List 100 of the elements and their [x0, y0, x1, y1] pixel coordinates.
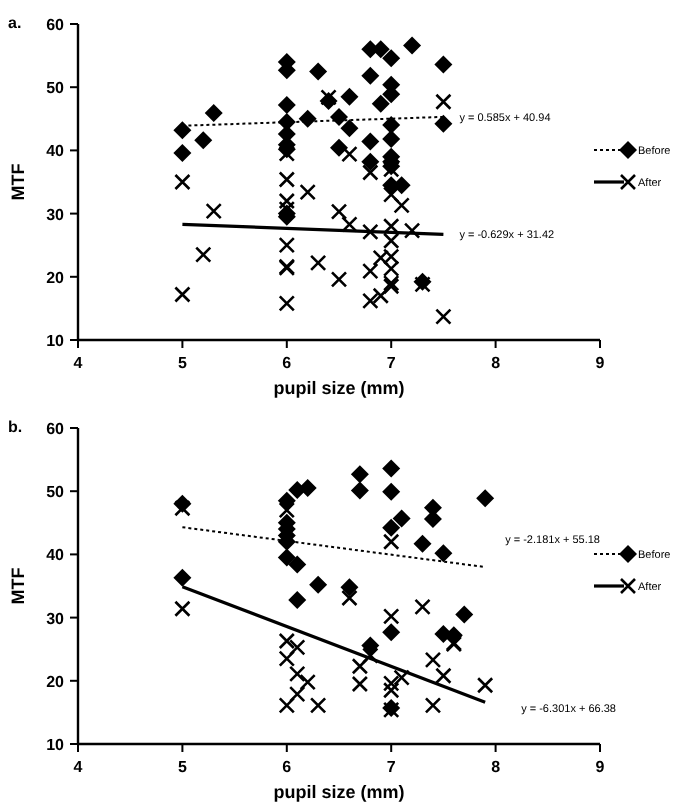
y-tick-label: 40: [46, 546, 66, 565]
point: [371, 94, 390, 113]
point: [340, 87, 359, 106]
x-axis-title: pupil size (mm): [273, 378, 405, 398]
point: [320, 89, 337, 106]
point: [414, 598, 431, 616]
point: [382, 675, 400, 692]
y-tick-label: 30: [46, 205, 66, 224]
point: [362, 223, 379, 241]
point: [204, 104, 223, 123]
point: [174, 499, 191, 517]
point: [278, 145, 296, 162]
y-tick-label: 60: [46, 16, 66, 34]
point: [278, 501, 296, 519]
point: [403, 36, 422, 55]
point: [351, 657, 369, 675]
point: [309, 697, 327, 714]
point: [205, 202, 223, 220]
point: [278, 171, 296, 188]
point: [382, 217, 400, 235]
point: [330, 138, 348, 157]
x-tick-label: 6: [282, 354, 293, 372]
x-tick-label: 4: [73, 354, 84, 372]
point: [278, 295, 296, 312]
y-tick-label: 30: [46, 609, 66, 628]
chart-title: b.: [8, 418, 23, 436]
y-tick-label: 50: [46, 79, 66, 98]
point: [362, 262, 379, 280]
point: [393, 197, 410, 214]
point: [350, 481, 369, 500]
point: [309, 575, 328, 594]
point: [435, 308, 452, 325]
x-tick-label: 7: [386, 758, 397, 776]
point: [382, 49, 401, 68]
point: [278, 236, 296, 254]
point: [382, 533, 400, 551]
point: [382, 681, 400, 699]
point: [361, 152, 380, 171]
y-tick-label: 40: [46, 142, 66, 161]
point: [173, 143, 192, 162]
point: [382, 232, 400, 250]
x-tick-label: 6: [282, 758, 293, 776]
x-tick-label: 4: [73, 758, 84, 776]
point: [174, 173, 191, 191]
y-axis-title: MTF: [8, 566, 28, 605]
point: [330, 107, 348, 126]
point: [278, 632, 296, 650]
x-tick-label: 7: [386, 354, 397, 372]
x-tick-label: 8: [491, 758, 502, 776]
point: [174, 286, 191, 303]
point: [351, 675, 369, 693]
point: [434, 544, 453, 563]
point: [434, 55, 453, 74]
y-tick-label: 60: [46, 420, 66, 438]
point: [278, 200, 296, 218]
point: [393, 669, 410, 686]
point: [298, 109, 317, 128]
point: [341, 145, 358, 163]
y-tick-label: 20: [46, 268, 66, 287]
point: [362, 164, 379, 181]
point: [361, 66, 380, 85]
point: [278, 697, 296, 714]
point: [382, 608, 400, 625]
point: [361, 132, 380, 151]
x-axis-title: pupil size (mm): [273, 782, 405, 802]
point: [382, 459, 401, 478]
point: [277, 95, 296, 114]
point: [288, 590, 307, 609]
point: [476, 489, 495, 508]
point: [392, 509, 411, 528]
x-tick-label: 9: [595, 354, 606, 372]
y-tick-label: 20: [46, 672, 66, 691]
point: [288, 555, 307, 574]
point: [403, 222, 421, 239]
point: [382, 623, 401, 642]
point: [340, 578, 359, 597]
point: [382, 482, 401, 501]
point: [173, 121, 192, 140]
point: [340, 119, 359, 138]
point: [330, 271, 348, 288]
point: [288, 665, 306, 683]
point: [194, 246, 212, 263]
x-tick-label: 5: [177, 758, 188, 776]
point: [382, 518, 401, 537]
point: [455, 605, 474, 624]
x-tick-label: 9: [595, 758, 606, 776]
point: [476, 676, 494, 694]
point: [194, 131, 213, 150]
point: [341, 589, 358, 607]
point: [288, 685, 306, 703]
point: [435, 93, 452, 111]
point: [350, 465, 369, 484]
point: [413, 534, 432, 553]
chart-title: a.: [8, 14, 22, 32]
x-tick-label: 8: [491, 354, 502, 372]
point: [278, 192, 296, 210]
point: [361, 636, 380, 655]
x-tick-label: 5: [177, 354, 188, 372]
point: [277, 548, 296, 567]
point: [299, 673, 316, 691]
